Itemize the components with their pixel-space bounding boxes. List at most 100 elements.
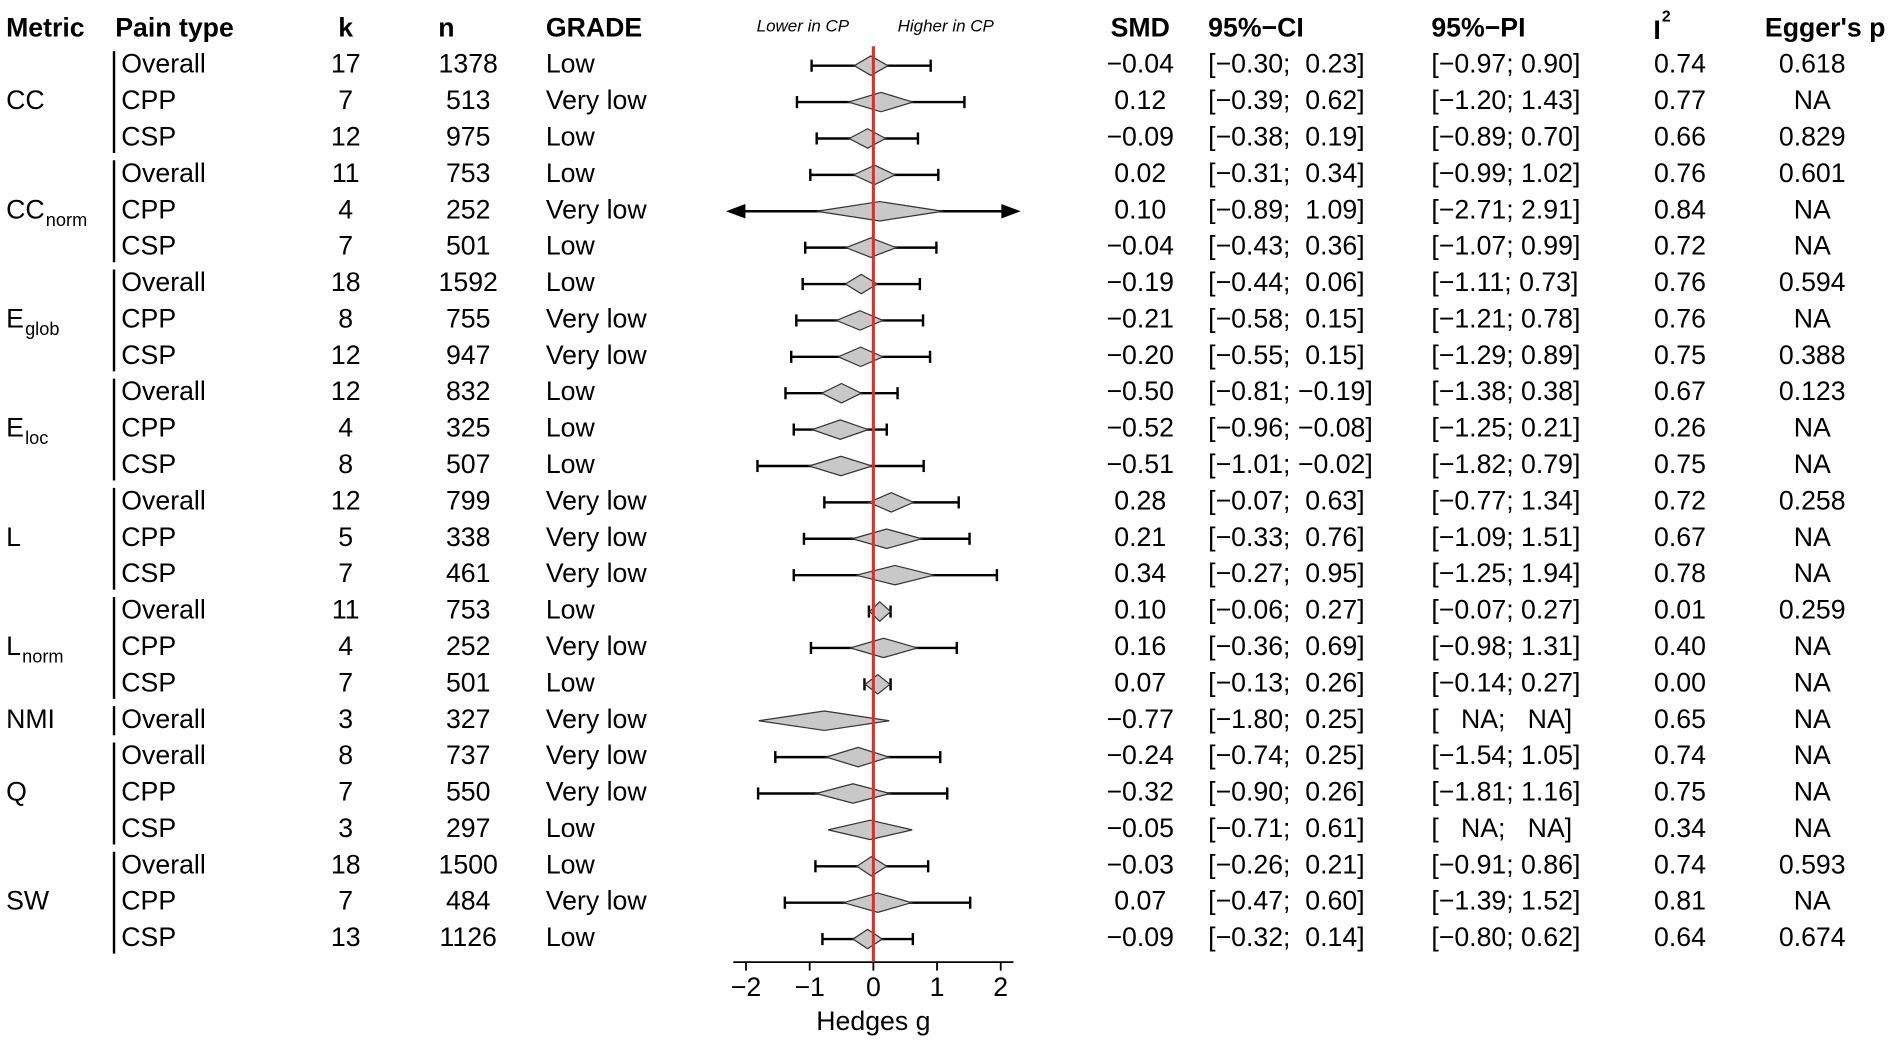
grade-cell: Very low xyxy=(546,303,648,333)
diamond xyxy=(810,419,871,440)
pi-cell: [−1.29; 0.89] xyxy=(1431,340,1580,370)
ci-cell: [−0.32; 0.14] xyxy=(1208,922,1364,952)
k-cell: 7 xyxy=(338,231,353,261)
header: Egger's p xyxy=(1765,12,1885,42)
n-cell: 753 xyxy=(446,595,491,625)
smd-cell: −0.05 xyxy=(1106,813,1173,843)
n-cell: 799 xyxy=(446,485,491,515)
ci-cell: [−0.27; 0.95] xyxy=(1208,558,1364,588)
pi-cell: [−1.38; 0.38] xyxy=(1431,376,1580,406)
metric-label: SW xyxy=(6,886,50,916)
pain-type: Overall xyxy=(121,49,205,79)
pi-cell: [−1.54; 1.05] xyxy=(1431,740,1580,770)
grade-cell: Very low xyxy=(546,340,648,370)
egger-cell: NA xyxy=(1794,449,1831,479)
egger-cell: NA xyxy=(1794,704,1831,734)
smd-cell: −0.20 xyxy=(1106,340,1173,370)
k-cell: 4 xyxy=(338,413,353,443)
egger-cell: NA xyxy=(1794,740,1831,770)
pi-cell: [−0.97; 0.90] xyxy=(1431,49,1580,79)
header: n xyxy=(438,12,454,42)
grade-cell: Very low xyxy=(546,631,648,661)
header: Metric xyxy=(6,12,85,42)
pain-type: Overall xyxy=(121,595,205,625)
grade-cell: Very low xyxy=(546,194,648,224)
smd-cell: 0.12 xyxy=(1114,85,1166,115)
k-cell: 11 xyxy=(332,595,360,625)
grade-cell: Very low xyxy=(546,704,648,734)
pi-cell: [−0.80; 0.62] xyxy=(1431,922,1580,952)
n-cell: 947 xyxy=(446,340,491,370)
n-cell: 1500 xyxy=(439,849,498,879)
header: 95%−PI xyxy=(1431,12,1525,42)
diamond xyxy=(856,564,935,586)
metric-subscript: norm xyxy=(46,210,87,230)
pain-type: Overall xyxy=(121,376,205,406)
i2-cell: 0.72 xyxy=(1654,231,1706,261)
smd-cell: −0.52 xyxy=(1106,413,1173,443)
smd-cell: 0.16 xyxy=(1114,631,1166,661)
egger-cell: 0.829 xyxy=(1779,122,1846,152)
ci-cell: [−0.47; 0.60] xyxy=(1208,886,1364,916)
n-cell: 1592 xyxy=(439,267,498,297)
k-cell: 7 xyxy=(338,886,353,916)
smd-cell: −0.09 xyxy=(1106,122,1173,152)
ci-cell: [−0.71; 0.61] xyxy=(1208,813,1364,843)
pi-cell: [−1.25; 0.21] xyxy=(1431,413,1580,443)
grade-cell: Low xyxy=(546,413,596,443)
egger-cell: 0.593 xyxy=(1779,849,1846,879)
ci-cell: [−1.01; −0.02] xyxy=(1208,449,1373,479)
i2-cell: 0.74 xyxy=(1654,740,1706,770)
k-cell: 12 xyxy=(331,485,361,515)
ci-cell: [−0.30; 0.23] xyxy=(1208,49,1364,79)
grade-cell: Very low xyxy=(546,485,648,515)
pi-cell: [−1.11; 0.73] xyxy=(1431,267,1578,297)
arrow-head xyxy=(725,203,746,219)
k-cell: 13 xyxy=(331,922,361,952)
diamond xyxy=(841,892,914,914)
n-cell: 737 xyxy=(446,740,491,770)
pi-cell: [−0.07; 0.27] xyxy=(1431,595,1580,625)
i2-cell: 0.74 xyxy=(1654,849,1706,879)
smd-cell: 0.07 xyxy=(1114,667,1166,697)
n-cell: 327 xyxy=(446,704,491,734)
k-cell: 11 xyxy=(332,158,360,188)
egger-cell: NA xyxy=(1794,886,1831,916)
k-cell: 8 xyxy=(338,449,353,479)
grade-cell: Very low xyxy=(546,886,648,916)
pain-type: CPP xyxy=(121,194,176,224)
smd-cell: 0.10 xyxy=(1114,595,1166,625)
pi-cell: [ NA; NA] xyxy=(1431,813,1572,843)
ci-cell: [−0.96; −0.08] xyxy=(1208,413,1373,443)
diamond xyxy=(851,928,884,950)
egger-cell: NA xyxy=(1794,813,1831,843)
i2-cell: 0.84 xyxy=(1654,194,1706,224)
ci-cell: [−0.31; 0.34] xyxy=(1208,158,1364,188)
k-cell: 7 xyxy=(338,85,353,115)
arrow-head xyxy=(1001,203,1021,219)
x-tick-label: −2 xyxy=(731,972,761,1002)
pain-type: CSP xyxy=(121,667,176,697)
pain-type: CPP xyxy=(121,85,176,115)
i2-cell: 0.26 xyxy=(1654,413,1706,443)
i2-cell: 0.75 xyxy=(1654,340,1706,370)
egger-cell: NA xyxy=(1794,85,1831,115)
egger-cell: NA xyxy=(1794,303,1831,333)
diamond xyxy=(844,273,879,295)
ci-cell: [−0.06; 0.27] xyxy=(1208,595,1364,625)
smd-cell: 0.28 xyxy=(1114,485,1166,515)
ci-cell: [−0.43; 0.36] xyxy=(1208,231,1364,261)
metric-label: CC xyxy=(6,194,45,224)
pain-type: CPP xyxy=(121,413,176,443)
grade-cell: Very low xyxy=(546,522,648,552)
pi-cell: [−0.14; 0.27] xyxy=(1431,667,1580,697)
n-cell: 252 xyxy=(446,194,491,224)
pain-type: CPP xyxy=(121,777,176,807)
diamond xyxy=(864,673,891,695)
egger-cell: 0.594 xyxy=(1779,267,1846,297)
header: GRADE xyxy=(546,12,642,42)
n-cell: 755 xyxy=(446,303,491,333)
ci-cell: [−0.26; 0.21] xyxy=(1208,849,1364,879)
i2-cell: 0.00 xyxy=(1654,667,1706,697)
